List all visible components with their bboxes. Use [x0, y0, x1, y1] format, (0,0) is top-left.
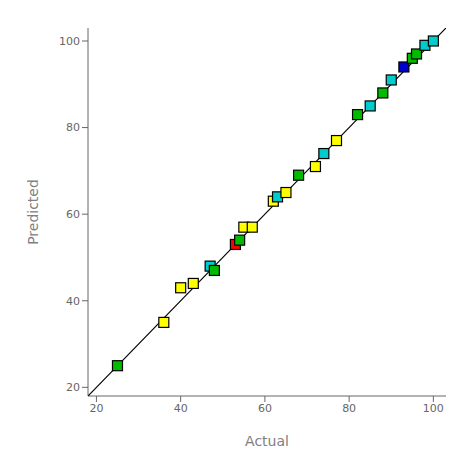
svg-text:80: 80 — [342, 402, 356, 415]
svg-text:100: 100 — [423, 402, 444, 415]
svg-text:40: 40 — [66, 295, 80, 308]
svg-text:20: 20 — [66, 381, 80, 394]
svg-text:60: 60 — [258, 402, 272, 415]
svg-text:20: 20 — [89, 402, 103, 415]
svg-text:80: 80 — [66, 121, 80, 134]
svg-text:40: 40 — [174, 402, 188, 415]
svg-text:Actual: Actual — [245, 433, 289, 449]
svg-text:100: 100 — [59, 35, 80, 48]
svg-text:Predicted: Predicted — [25, 179, 41, 245]
svg-text:60: 60 — [66, 208, 80, 221]
